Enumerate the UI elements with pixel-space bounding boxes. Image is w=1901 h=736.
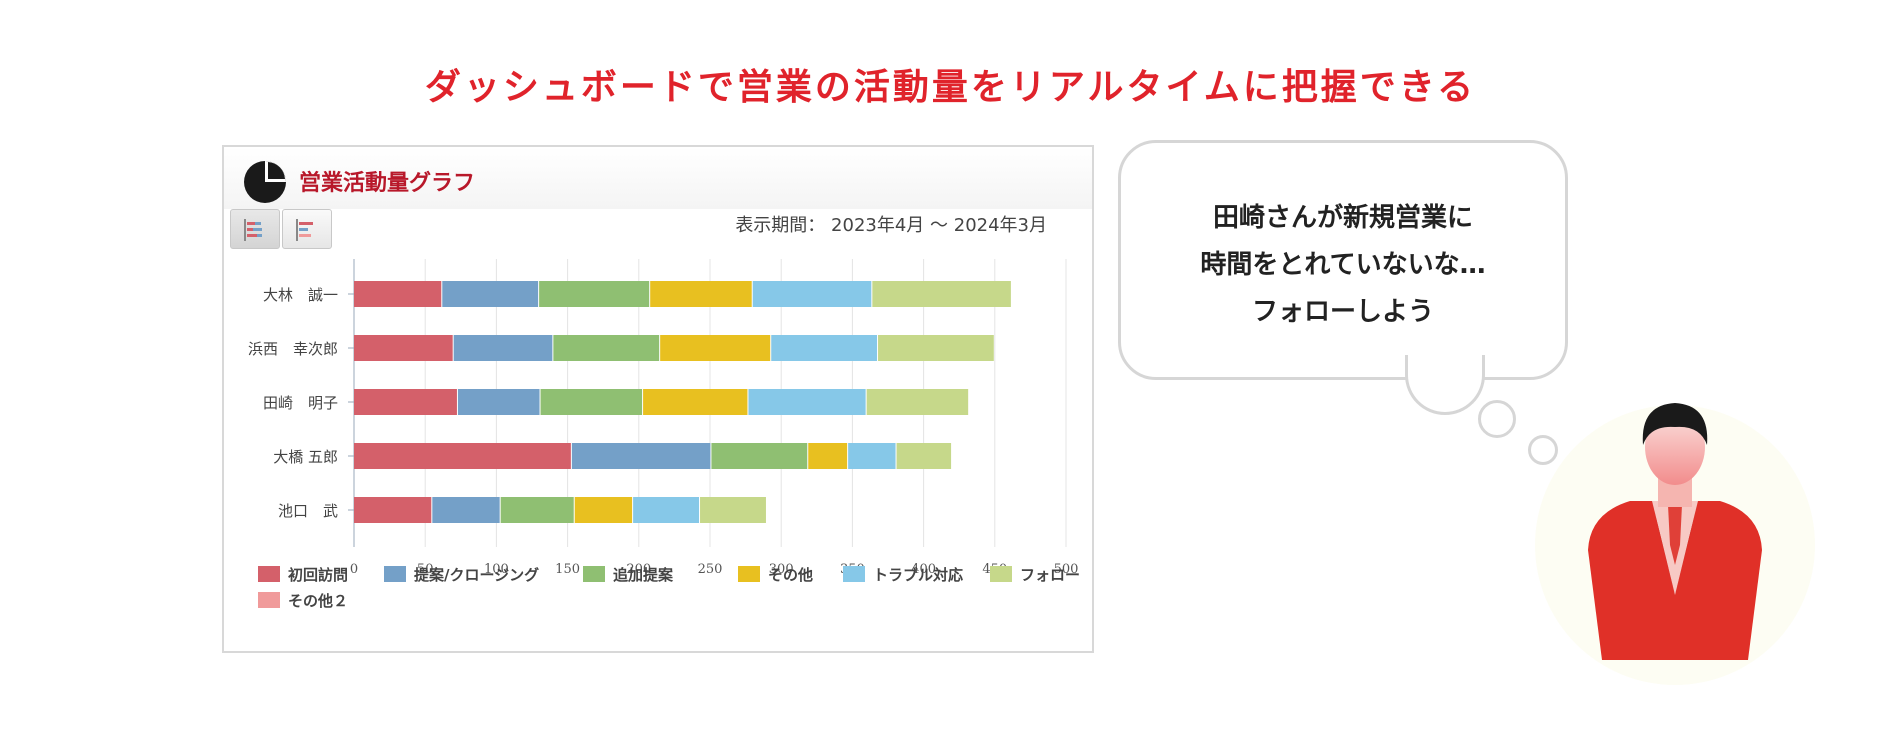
legend-swatch (258, 592, 280, 608)
legend-label: その他２ (288, 592, 348, 610)
page-headline: ダッシュボードで営業の活動量をリアルタイムに把握できる (424, 67, 1477, 108)
bar-segment (432, 497, 500, 523)
bar-segment (896, 443, 952, 469)
bar-segment (354, 335, 453, 361)
speech-bubble: 田崎さんが新規営業に 時間をとれていないな… フォローしよう (1118, 140, 1568, 380)
speech-line-1: 田崎さんが新規営業に (1212, 203, 1473, 233)
speech-line-2: 時間をとれていないな… (1200, 250, 1486, 280)
bar-segment (354, 389, 457, 415)
x-tick-label: 50 (417, 562, 434, 577)
legend-swatch (738, 566, 760, 582)
thought-dot-large (1478, 400, 1516, 438)
salesperson-illustration (1588, 403, 1762, 660)
x-tick-label: 0 (350, 562, 358, 577)
legend-swatch (990, 566, 1012, 582)
horizontal-bar-view-button[interactable] (230, 209, 280, 249)
x-tick-label: 300 (769, 562, 794, 577)
bar-segment (650, 281, 752, 307)
bar-segment (539, 281, 650, 307)
bar-segment (808, 443, 848, 469)
bar-segment (878, 335, 994, 361)
category-label: 浜西 幸次郎 (248, 340, 338, 358)
bar-segment (848, 443, 896, 469)
category-label: 大橋 五郎 (273, 448, 338, 466)
legend-label: その他 (768, 566, 813, 584)
thought-dot-small (1528, 435, 1558, 465)
bar-segment (771, 335, 878, 361)
bar-segment (500, 497, 574, 523)
legend-label: 提案/クロージング (414, 566, 539, 584)
legend-swatch (843, 566, 865, 582)
horizontal-bar-alt-view-button[interactable] (282, 209, 332, 249)
bar-segment (700, 497, 766, 523)
bar-segment (457, 389, 540, 415)
x-tick-label: 400 (911, 562, 936, 577)
category-label: 田崎 明子 (263, 394, 338, 412)
category-label: 大林 誠一 (263, 286, 338, 304)
category-label: 池口 武 (278, 502, 338, 520)
horizontal-bar-icon (244, 219, 262, 241)
bar-segment (872, 281, 1011, 307)
panel-title: 営業活動量グラフ (299, 171, 476, 196)
bar-segment (354, 281, 442, 307)
speech-text: 田崎さんが新規営業に 時間をとれていないな… フォローしよう (1121, 195, 1565, 336)
bar-segment (553, 335, 660, 361)
bar-segment (354, 497, 432, 523)
pie-chart-icon (244, 161, 286, 203)
bar-segment (752, 281, 872, 307)
bar-segment (571, 443, 711, 469)
bar-segment (540, 389, 643, 415)
bubble-tail-cover (1408, 350, 1482, 364)
bar-segment (354, 443, 571, 469)
activity-chart-panel: 営業活動量グラフ 表示期間： 2023年4月 〜 2024年3月 0 50 100 1… (222, 145, 1094, 653)
bar-segment (660, 335, 771, 361)
bar-segment (748, 389, 866, 415)
panel-header: 営業活動量グラフ (224, 147, 1092, 209)
bar-segment (574, 497, 633, 523)
legend-label: 追加提案 (613, 566, 674, 584)
x-tick-label: 250 (698, 562, 723, 577)
legend-swatch (583, 566, 605, 582)
bar-segment (866, 389, 969, 415)
display-period: 表示期間： 2023年4月 〜 2024年3月 (735, 215, 1047, 236)
speech-bubble-tail (1405, 355, 1485, 415)
x-tick-label: 200 (626, 562, 651, 577)
legend-swatch (258, 566, 280, 582)
bar-segment (453, 335, 553, 361)
x-tick-label: 150 (555, 562, 580, 577)
bar-segment (711, 443, 808, 469)
x-tick-label: 100 (484, 562, 509, 577)
legend-label: フォロー (1020, 566, 1080, 584)
x-tick-label: 500 (1054, 562, 1079, 577)
horizontal-bar-alt-icon (296, 219, 313, 241)
bar-segment (643, 389, 748, 415)
bar-segment (633, 497, 700, 523)
legend-label: トラブル対応 (873, 566, 963, 584)
legend-label: 初回訪問 (288, 566, 348, 584)
bar-segment (442, 281, 539, 307)
speech-line-3: フォローしよう (1251, 297, 1434, 327)
legend-swatch (384, 566, 406, 582)
